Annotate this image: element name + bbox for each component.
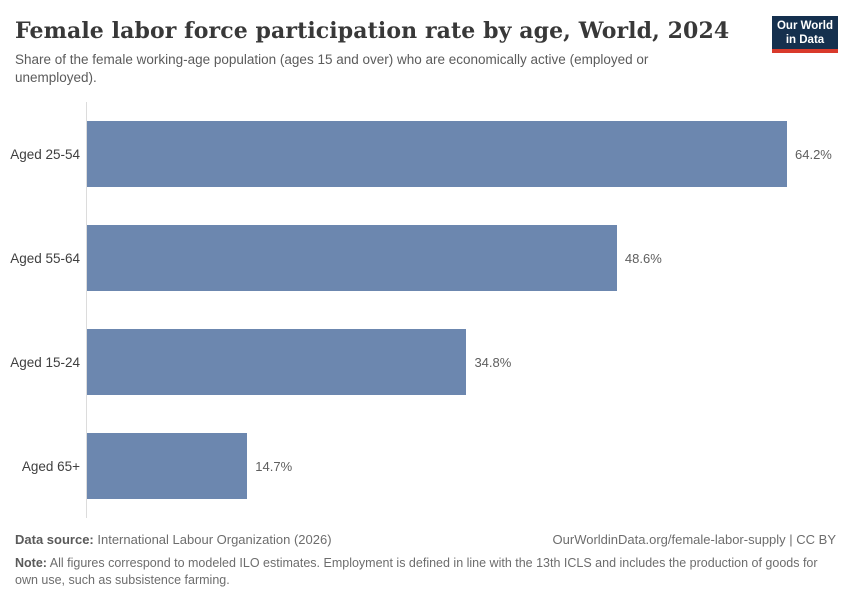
data-source-value: International Labour Organization (2026) [97, 532, 332, 547]
category-label: Aged 55-64 [10, 250, 80, 266]
chart-footer: Data source: International Labour Organi… [0, 531, 850, 589]
note-text: All figures correspond to modeled ILO es… [15, 556, 818, 587]
bar[interactable] [87, 433, 248, 499]
bar-track: 64.2% [86, 102, 850, 206]
bar-chart: Aged 25-54 64.2% Aged 55-64 48.6% Aged 15-24… [0, 102, 850, 518]
bar-track: 14.7% [86, 414, 850, 518]
bar[interactable] [87, 225, 617, 291]
owid-logo-line2: in Data [785, 34, 825, 46]
data-source-label: Data source: [15, 532, 94, 547]
owid-logo-line1: Our World [776, 20, 833, 32]
bar-track: 48.6% [86, 206, 850, 310]
bar[interactable] [87, 329, 467, 395]
bar[interactable] [87, 121, 787, 187]
note-label: Note: [15, 556, 47, 570]
bar-row: Aged 15-24 34.8% [0, 310, 850, 414]
bar-track: 34.8% [86, 310, 850, 414]
owid-logo[interactable]: Our World in Data [772, 16, 838, 53]
category-label: Aged 25-54 [10, 146, 80, 162]
attribution-link[interactable]: OurWorldinData.org/female-labor-supply |… [552, 532, 836, 547]
bar-value-label: 64.2% [795, 146, 832, 162]
chart-note: Note: All figures correspond to modeled … [15, 555, 830, 589]
chart-title: Female labor force participation rate by… [15, 18, 730, 44]
bar-value-label: 34.8% [474, 354, 512, 370]
chart-subtitle: Share of the female working-age populati… [15, 52, 649, 85]
bar-value-label: 14.7% [255, 458, 293, 474]
bar-row: Aged 65+ 14.7% [0, 414, 850, 518]
bar-row: Aged 55-64 48.6% [0, 206, 850, 310]
bar-rows: Aged 25-54 64.2% Aged 55-64 48.6% Aged 15-24… [0, 102, 850, 518]
category-label: Aged 15-24 [10, 354, 80, 370]
data-source: Data source: International Labour Organi… [15, 531, 332, 548]
bar-value-label: 48.6% [624, 250, 662, 266]
category-label: Aged 65+ [21, 458, 80, 474]
chart-header: Female labor force participation rate by… [0, 0, 850, 87]
bar-row: Aged 25-54 64.2% [0, 102, 850, 206]
